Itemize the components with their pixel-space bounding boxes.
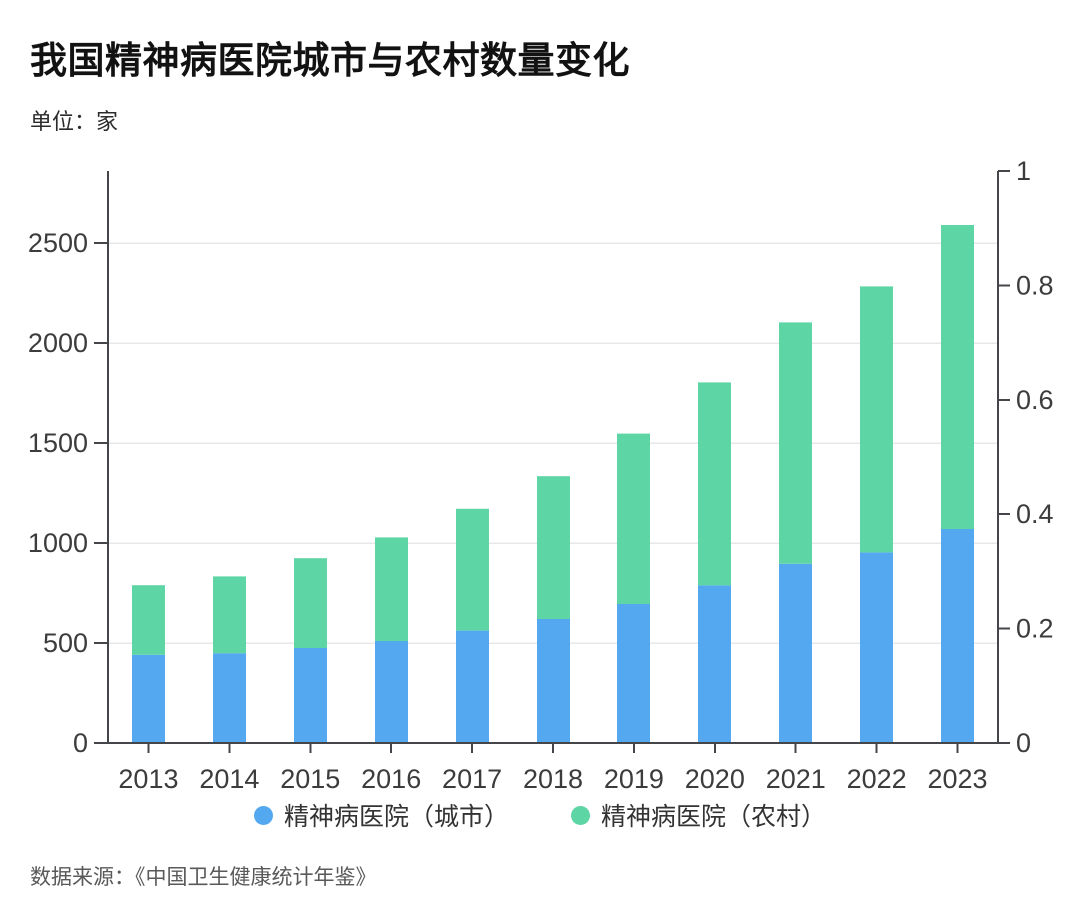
bar-segment-urban[interactable] (860, 552, 893, 743)
bar-segment-rural[interactable] (941, 225, 974, 529)
bar-segment-urban[interactable] (213, 653, 246, 743)
bar-segment-rural[interactable] (375, 537, 408, 641)
bar-segment-urban[interactable] (537, 619, 570, 743)
bar-segment-urban[interactable] (941, 529, 974, 743)
bar-segment-rural[interactable] (537, 476, 570, 619)
legend-swatch-rural-icon (571, 805, 590, 825)
legend-label-urban: 精神病医院（城市） (283, 803, 509, 831)
x-axis-label: 2019 (604, 764, 664, 794)
right-axis-label: 0.4 (1016, 499, 1054, 529)
bar-segment-rural[interactable] (456, 508, 489, 631)
unit-label: 单位：家 (30, 109, 119, 134)
page-title: 我国精神病医院城市与农村数量变化 (30, 40, 630, 81)
bar-segment-rural[interactable] (213, 576, 246, 654)
bar-segment-rural[interactable] (294, 558, 327, 648)
x-axis-label: 2014 (199, 764, 259, 794)
x-axis-label: 2023 (928, 764, 988, 794)
bar-segment-rural[interactable] (132, 585, 165, 655)
bar-segment-urban[interactable] (698, 585, 731, 743)
x-axis-label: 2016 (361, 764, 421, 794)
x-axis-label: 2020 (685, 764, 745, 794)
left-axis-label: 0 (73, 728, 88, 758)
chart-legend: 精神病医院（城市） 精神病医院（农村） (0, 797, 1080, 833)
bar-segment-rural[interactable] (698, 382, 731, 586)
bar-segment-urban[interactable] (375, 641, 408, 743)
right-axis-label: 1 (1016, 156, 1031, 186)
data-source: 数据来源：《中国卫生健康统计年鉴》 (30, 866, 377, 889)
bar-segment-urban[interactable] (294, 648, 327, 743)
bar-segment-rural[interactable] (860, 286, 893, 553)
left-axis-label: 1000 (28, 528, 88, 558)
legend-label-rural: 精神病医院（农村） (601, 803, 827, 831)
bar-segment-rural[interactable] (617, 433, 650, 604)
x-axis-label: 2021 (766, 764, 826, 794)
right-axis-label: 0.8 (1016, 270, 1054, 300)
legend-item-urban[interactable]: 精神病医院（城市） (253, 797, 509, 833)
bar-segment-urban[interactable] (779, 563, 812, 743)
right-axis-label: 0.6 (1016, 385, 1054, 415)
legend-swatch-urban-icon (253, 805, 273, 825)
x-axis-label: 2022 (847, 764, 907, 794)
right-axis-label: 0.2 (1016, 614, 1054, 644)
legend-item-rural[interactable]: 精神病医院（农村） (571, 797, 826, 833)
bar-segment-urban[interactable] (456, 630, 489, 743)
stacked-bar-chart: 0 500 1000 1500 2000 2500 0 0.2 0.4 0.6 0.8 1 2013 20… (28, 156, 1054, 794)
x-axis-label: 2015 (280, 764, 340, 794)
left-axis-label: 500 (43, 628, 88, 658)
left-axis-label: 2500 (28, 228, 88, 258)
bar-segment-urban[interactable] (617, 604, 650, 743)
left-axis-label: 2000 (28, 328, 88, 358)
bar-segment-rural[interactable] (779, 322, 812, 564)
x-axis-label: 2013 (118, 764, 178, 794)
x-axis-label: 2018 (523, 764, 583, 794)
right-axis-label: 0 (1016, 728, 1031, 758)
bar-segment-urban[interactable] (132, 654, 165, 743)
left-axis-label: 1500 (28, 428, 88, 458)
x-axis-label: 2017 (442, 764, 502, 794)
